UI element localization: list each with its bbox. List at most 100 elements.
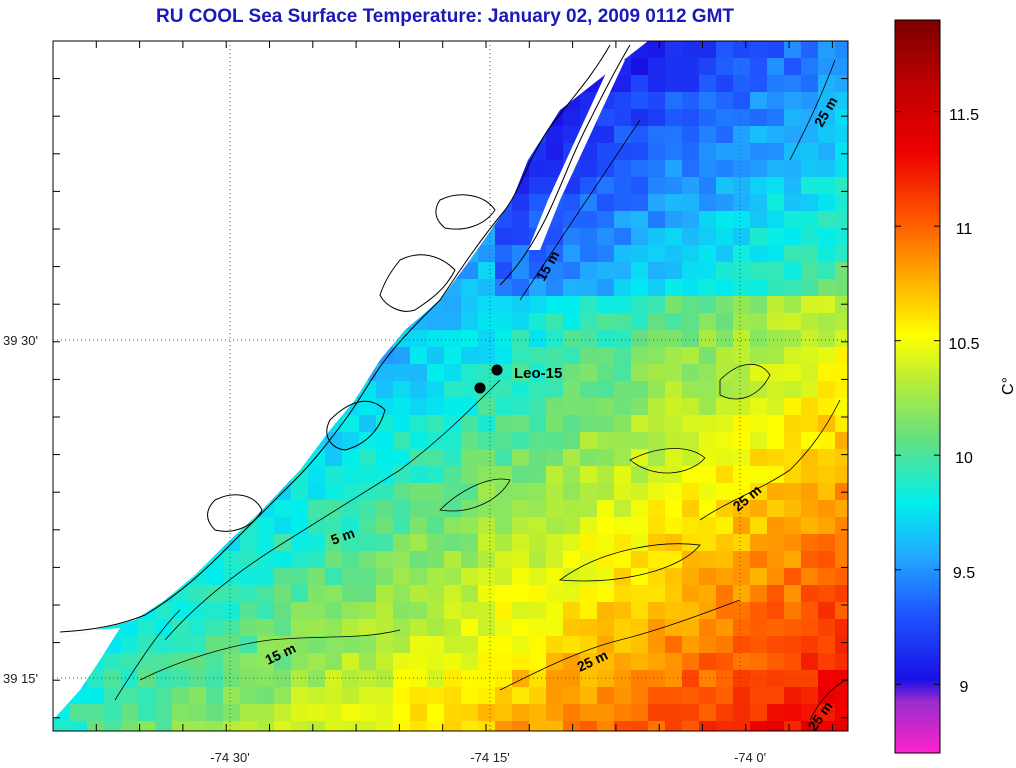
sst-pixel bbox=[478, 704, 495, 721]
sst-pixel bbox=[410, 687, 427, 704]
sst-pixel bbox=[495, 279, 512, 296]
sst-pixel bbox=[580, 347, 597, 364]
sst-pixel bbox=[546, 551, 563, 568]
sst-pixel bbox=[784, 466, 801, 483]
sst-pixel bbox=[716, 364, 733, 381]
sst-pixel bbox=[767, 483, 784, 500]
sst-pixel bbox=[665, 517, 682, 534]
sst-pixel bbox=[767, 177, 784, 194]
sst-pixel bbox=[257, 721, 274, 731]
sst-pixel bbox=[801, 381, 818, 398]
sst-pixel bbox=[699, 483, 716, 500]
sst-pixel bbox=[818, 551, 835, 568]
sst-pixel bbox=[495, 653, 512, 670]
sst-pixel bbox=[478, 262, 495, 279]
sst-pixel bbox=[801, 126, 818, 143]
sst-pixel bbox=[172, 721, 189, 731]
sst-pixel bbox=[325, 653, 342, 670]
sst-pixel bbox=[308, 466, 325, 483]
sst-pixel bbox=[784, 228, 801, 245]
sst-pixel bbox=[563, 381, 580, 398]
sst-pixel bbox=[767, 602, 784, 619]
sst-pixel bbox=[750, 160, 767, 177]
sst-pixel bbox=[614, 449, 631, 466]
sst-pixel bbox=[699, 534, 716, 551]
sst-pixel bbox=[563, 432, 580, 449]
sst-pixel bbox=[206, 602, 223, 619]
sst-pixel bbox=[427, 704, 444, 721]
sst-pixel bbox=[716, 619, 733, 636]
sst-pixel bbox=[648, 313, 665, 330]
sst-pixel bbox=[359, 517, 376, 534]
sst-pixel bbox=[512, 228, 529, 245]
sst-pixel bbox=[512, 500, 529, 517]
sst-pixel bbox=[699, 500, 716, 517]
sst-pixel bbox=[206, 585, 223, 602]
sst-pixel bbox=[563, 704, 580, 721]
sst-pixel bbox=[223, 721, 240, 731]
sst-pixel bbox=[784, 449, 801, 466]
sst-pixel bbox=[478, 483, 495, 500]
sst-pixel bbox=[342, 585, 359, 602]
sst-pixel bbox=[563, 245, 580, 262]
sst-pixel bbox=[750, 483, 767, 500]
sst-pixel bbox=[665, 551, 682, 568]
sst-pixel bbox=[682, 313, 699, 330]
sst-pixel bbox=[750, 228, 767, 245]
sst-pixel bbox=[495, 636, 512, 653]
sst-pixel bbox=[546, 585, 563, 602]
sst-pixel bbox=[461, 619, 478, 636]
sst-pixel bbox=[138, 704, 155, 721]
sst-pixel bbox=[750, 398, 767, 415]
sst-pixel bbox=[580, 330, 597, 347]
sst-pixel bbox=[444, 653, 461, 670]
sst-pixel bbox=[393, 466, 410, 483]
sst-pixel bbox=[733, 109, 750, 126]
sst-pixel bbox=[189, 619, 206, 636]
sst-pixel bbox=[444, 500, 461, 517]
sst-pixel bbox=[614, 126, 631, 143]
sst-pixel bbox=[359, 551, 376, 568]
sst-pixel bbox=[835, 347, 848, 364]
sst-pixel bbox=[682, 568, 699, 585]
station-marker-2[interactable] bbox=[474, 382, 486, 394]
sst-pixel bbox=[750, 58, 767, 75]
sst-pixel bbox=[835, 568, 848, 585]
sst-pixel bbox=[665, 109, 682, 126]
sst-pixel bbox=[291, 602, 308, 619]
sst-pixel bbox=[750, 551, 767, 568]
sst-pixel bbox=[818, 636, 835, 653]
sst-pixel bbox=[597, 534, 614, 551]
sst-pixel bbox=[716, 279, 733, 296]
sst-pixel bbox=[699, 109, 716, 126]
sst-pixel bbox=[750, 347, 767, 364]
sst-pixel bbox=[614, 585, 631, 602]
sst-pixel bbox=[257, 517, 274, 534]
sst-pixel bbox=[206, 721, 223, 731]
sst-pixel bbox=[716, 58, 733, 75]
sst-pixel bbox=[835, 500, 848, 517]
sst-pixel bbox=[733, 534, 750, 551]
sst-pixel bbox=[121, 687, 138, 704]
sst-pixel bbox=[665, 245, 682, 262]
sst-pixel bbox=[784, 568, 801, 585]
sst-pixel bbox=[478, 653, 495, 670]
sst-pixel bbox=[767, 670, 784, 687]
sst-pixel bbox=[427, 602, 444, 619]
sst-pixel bbox=[614, 500, 631, 517]
sst-pixel bbox=[291, 500, 308, 517]
sst-pixel bbox=[478, 279, 495, 296]
station-marker-1[interactable] bbox=[491, 364, 503, 376]
sst-pixel bbox=[563, 313, 580, 330]
sst-pixel bbox=[801, 92, 818, 109]
sst-pixel bbox=[801, 245, 818, 262]
sst-pixel bbox=[478, 568, 495, 585]
sst-pixel bbox=[733, 211, 750, 228]
sst-pixel bbox=[444, 483, 461, 500]
sst-pixel bbox=[461, 449, 478, 466]
sst-pixel bbox=[529, 194, 546, 211]
sst-pixel bbox=[104, 653, 121, 670]
sst-pixel bbox=[648, 58, 665, 75]
sst-pixel bbox=[648, 381, 665, 398]
sst-pixel bbox=[699, 449, 716, 466]
